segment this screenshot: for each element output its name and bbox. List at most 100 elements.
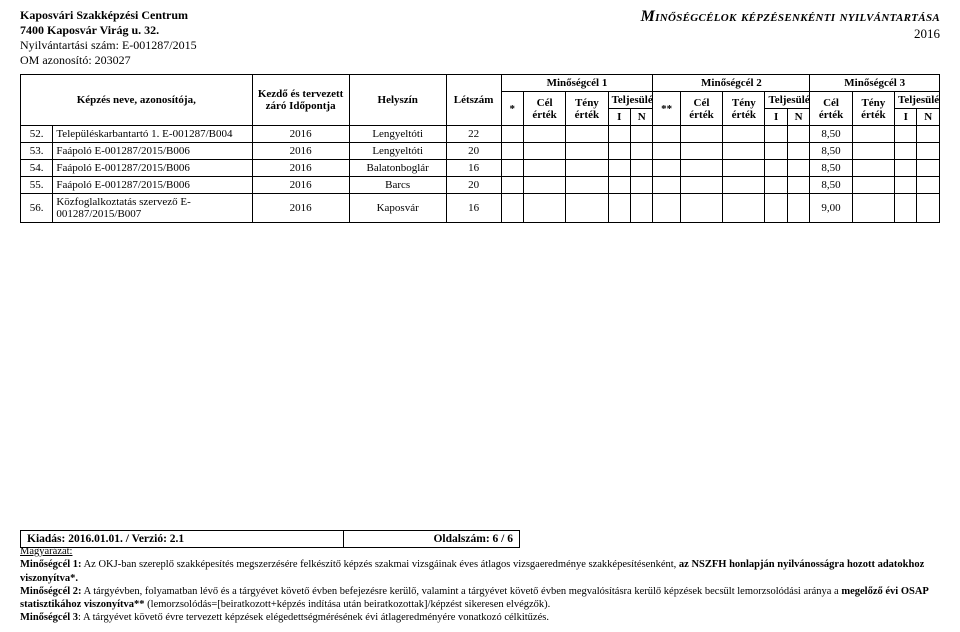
registration-number: Nyilvántartási szám: E-001287/2015 — [20, 38, 197, 53]
table-cell — [723, 160, 765, 177]
table-cell — [895, 126, 917, 143]
org-name-2: 7400 Kaposvár Virág u. 32. — [20, 23, 197, 38]
table-cell — [523, 143, 565, 160]
th-teny3: Tény érték — [852, 92, 894, 126]
table-cell: 9,00 — [810, 194, 852, 223]
explain-m2-text2: (lemorzsolódás=[beiratkozott+képzés indí… — [145, 599, 551, 610]
th-i3: I — [895, 109, 917, 126]
table-cell — [653, 160, 680, 177]
table-cell: Lengyeltóti — [349, 143, 446, 160]
table-row: 55.Faápoló E-001287/2015/B0062016Barcs20… — [21, 177, 940, 194]
table-cell — [787, 143, 809, 160]
table-cell — [895, 194, 917, 223]
page-header: Kaposvári Szakképzési Centrum 7400 Kapos… — [20, 8, 940, 68]
table-cell — [653, 143, 680, 160]
table-cell: Lengyeltóti — [349, 126, 446, 143]
table-cell — [566, 160, 608, 177]
th-star2: ** — [653, 92, 680, 126]
table-cell: 54. — [21, 160, 53, 177]
table-cell — [917, 160, 940, 177]
table-cell: 53. — [21, 143, 53, 160]
table-cell — [917, 177, 940, 194]
explain-title: Magyarázat: — [20, 546, 72, 557]
table-cell — [765, 194, 787, 223]
table-cell — [501, 177, 523, 194]
table-cell: 52. — [21, 126, 53, 143]
header-left: Kaposvári Szakképzési Centrum 7400 Kapos… — [20, 8, 197, 68]
th-teny1: Tény érték — [566, 92, 608, 126]
table-cell — [680, 160, 722, 177]
table-cell — [765, 143, 787, 160]
th-n2: N — [787, 109, 809, 126]
table-cell — [523, 126, 565, 143]
th-loc: Helyszín — [349, 75, 446, 126]
th-star1: * — [501, 92, 523, 126]
table-cell — [895, 143, 917, 160]
explain-m2-text1: A tárgyévben, folyamatban lévő és a tárg… — [82, 586, 842, 597]
table-row: 52.Településkarbantartó 1. E-001287/B004… — [21, 126, 940, 143]
table-cell — [653, 126, 680, 143]
th-name: Képzés neve, azonosítója, — [21, 75, 253, 126]
table-cell — [653, 177, 680, 194]
table-cell: 16 — [446, 194, 501, 223]
table-cell — [501, 126, 523, 143]
table-cell: Balatonboglár — [349, 160, 446, 177]
table-cell — [852, 194, 894, 223]
table-cell — [501, 160, 523, 177]
explanation-block: Magyarázat: Minőségcél 1: Az OKJ-ban sze… — [20, 545, 940, 624]
table-head: Képzés neve, azonosítója, Kezdő és terve… — [21, 75, 940, 126]
data-table: Képzés neve, azonosítója, Kezdő és terve… — [20, 74, 940, 223]
page-title: Minőségcélok képzésenkénti nyilvántartás… — [641, 8, 940, 26]
page-year: 2016 — [641, 26, 940, 42]
table-cell — [608, 143, 630, 160]
th-n3: N — [917, 109, 940, 126]
table-cell — [608, 177, 630, 194]
table-cell — [723, 177, 765, 194]
table-cell: 2016 — [252, 126, 349, 143]
table-cell — [630, 143, 652, 160]
table-cell: Kaposvár — [349, 194, 446, 223]
table-cell: 2016 — [252, 194, 349, 223]
table-cell — [630, 177, 652, 194]
explain-m3-text: : A tárgyévet követő évre tervezett képz… — [78, 612, 549, 623]
table-cell: 8,50 — [810, 126, 852, 143]
table-cell: 55. — [21, 177, 53, 194]
explain-m3-label: Minőségcél 3 — [20, 612, 78, 623]
table-cell — [765, 177, 787, 194]
table-cell: 8,50 — [810, 143, 852, 160]
table-cell — [852, 126, 894, 143]
table-cell — [680, 143, 722, 160]
th-i1: I — [608, 109, 630, 126]
table-cell: 2016 — [252, 143, 349, 160]
table-cell — [501, 143, 523, 160]
table-cell — [917, 194, 940, 223]
table-cell: 56. — [21, 194, 53, 223]
th-teny2: Tény érték — [723, 92, 765, 126]
table-cell — [787, 177, 809, 194]
table-cell — [523, 177, 565, 194]
org-name-1: Kaposvári Szakképzési Centrum — [20, 8, 197, 23]
table-cell — [566, 177, 608, 194]
table-cell — [852, 160, 894, 177]
table-cell — [608, 126, 630, 143]
th-cel1: Cél érték — [523, 92, 565, 126]
th-i2: I — [765, 109, 787, 126]
table-cell — [723, 126, 765, 143]
table-cell — [723, 194, 765, 223]
table-cell — [895, 177, 917, 194]
table-row: 54.Faápoló E-001287/2015/B0062016Balaton… — [21, 160, 940, 177]
table-cell: Településkarbantartó 1. E-001287/B004 — [53, 126, 252, 143]
explain-m1-text: Az OKJ-ban szereplő szakképesítés megsze… — [82, 559, 679, 570]
table-cell — [723, 143, 765, 160]
table-cell: 20 — [446, 143, 501, 160]
table-cell — [566, 126, 608, 143]
th-date: Kezdő és tervezett záró Időpontja — [252, 75, 349, 126]
explain-m2-label: Minőségcél 2: — [20, 586, 82, 597]
table-cell: 20 — [446, 177, 501, 194]
table-cell — [787, 160, 809, 177]
table-cell — [765, 126, 787, 143]
table-cell: Faápoló E-001287/2015/B006 — [53, 143, 252, 160]
explain-m1-label: Minőségcél 1: — [20, 559, 82, 570]
th-q3: Minőségcél 3 — [810, 75, 940, 92]
table-cell — [680, 194, 722, 223]
